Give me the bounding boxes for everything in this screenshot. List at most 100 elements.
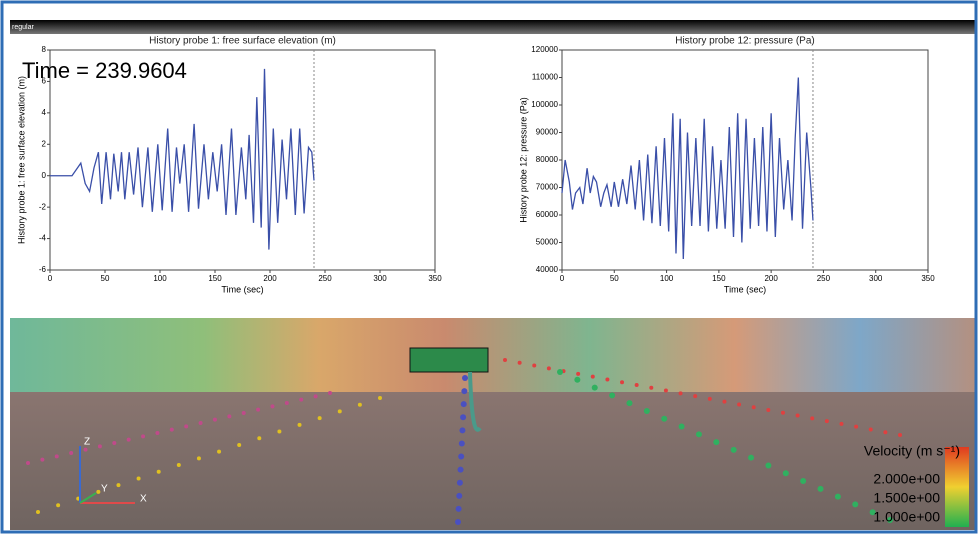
probe-dot [116,483,121,488]
x-tick-label: 250 [817,274,831,283]
probe-dot [722,399,727,404]
header-bar [10,20,976,34]
probe-dot [40,457,45,462]
probe-dot [748,454,755,461]
series-line [50,68,315,250]
probe-dot [83,447,88,452]
x-tick-label: 100 [660,274,674,283]
probe-dot [284,401,289,405]
colorbar-label: 2.000e+00 [873,471,940,487]
y-tick-label: 6 [42,77,47,86]
probe-dot [328,391,332,395]
colorbar [945,447,969,527]
x-tick-label: 250 [318,274,332,283]
probe-dot [795,413,800,418]
y-tick-label: -6 [39,265,47,274]
axis-label: X [140,494,147,505]
probe-dot [169,427,174,432]
probe-dot [576,371,581,376]
probe-dot [557,369,563,375]
axis-y [79,492,97,504]
probe-dot [136,476,141,481]
probe-dot [237,442,242,447]
probe-dot [455,505,462,512]
probe-dot [661,415,668,422]
probe-dot [256,407,261,412]
axis-label: Y [101,484,108,495]
probe-dot [649,385,654,390]
probe-dot [620,380,625,385]
y-tick-label: 110000 [532,73,559,82]
header-label: regular [12,24,34,31]
probe-dot [591,384,598,391]
probe-dot [695,431,702,438]
probe-dot [257,436,262,441]
chart-title: History probe 12: pressure (Pa) [675,36,815,47]
probe-dot [678,391,683,396]
probe-dot [590,374,595,379]
probe-dot [609,392,616,399]
plot-area [49,49,436,271]
seabed [10,392,976,530]
probe-dot [455,519,461,525]
probe-dot [36,510,40,514]
probe-dot [241,411,246,415]
probe-dot [713,439,720,446]
x-axis-label: Time (sec) [221,284,263,294]
probe-dot [532,363,537,368]
x-tick-label: 200 [764,274,778,283]
x-tick-label: 150 [712,274,726,283]
probe-dot [852,501,859,508]
probe-dot [156,469,161,474]
probe-dot [626,400,633,407]
free-surface [10,318,976,393]
x-tick-label: 300 [373,274,387,283]
probe-dot [458,440,465,447]
probe-dot [456,479,463,486]
probe-dot [574,376,581,383]
probe-dots [26,358,902,525]
y-tick-label: 120000 [531,45,558,54]
probe-dot [780,410,785,415]
probe-dot [378,396,382,400]
probe-dot [212,417,217,422]
probe-dot [854,424,859,429]
chart-title: History probe 1: free surface elevation … [149,36,336,47]
probe-dot [503,358,507,362]
y-tick-label: 8 [42,45,47,54]
axis-label: Z [84,437,90,448]
y-tick-label: -2 [39,202,47,211]
probe-dot [663,388,668,393]
y-tick-label: -4 [39,234,47,243]
probe-dot [26,461,30,465]
probe-dot [96,489,101,494]
x-tick-label: 50 [101,274,110,283]
probe-dot [198,421,203,425]
y-tick-label: 0 [42,171,47,180]
probe-dot [317,416,322,421]
probe-dot [126,437,131,442]
y-tick-label: 50000 [536,238,559,247]
colorbar-label: 1.000e+00 [873,509,940,525]
probe-dot [97,444,102,449]
x-tick-label: 150 [208,274,222,283]
probe-dot [458,453,465,460]
x-tick-label: 50 [610,274,619,283]
probe-dot [868,427,873,432]
probe-dot [869,509,876,516]
probe-dot [824,419,829,424]
probe-dot [634,383,639,387]
probe-dot [141,434,146,439]
x-tick-label: 350 [921,274,935,283]
probe-dot [707,396,712,401]
probe-dot [693,394,698,399]
probe-dot [456,492,463,499]
probe-dot [357,402,362,407]
mooring [468,371,482,432]
probe-dot [227,414,232,419]
probe-dot [765,462,772,469]
probe-dot [678,423,685,430]
probe-dot [460,414,467,421]
